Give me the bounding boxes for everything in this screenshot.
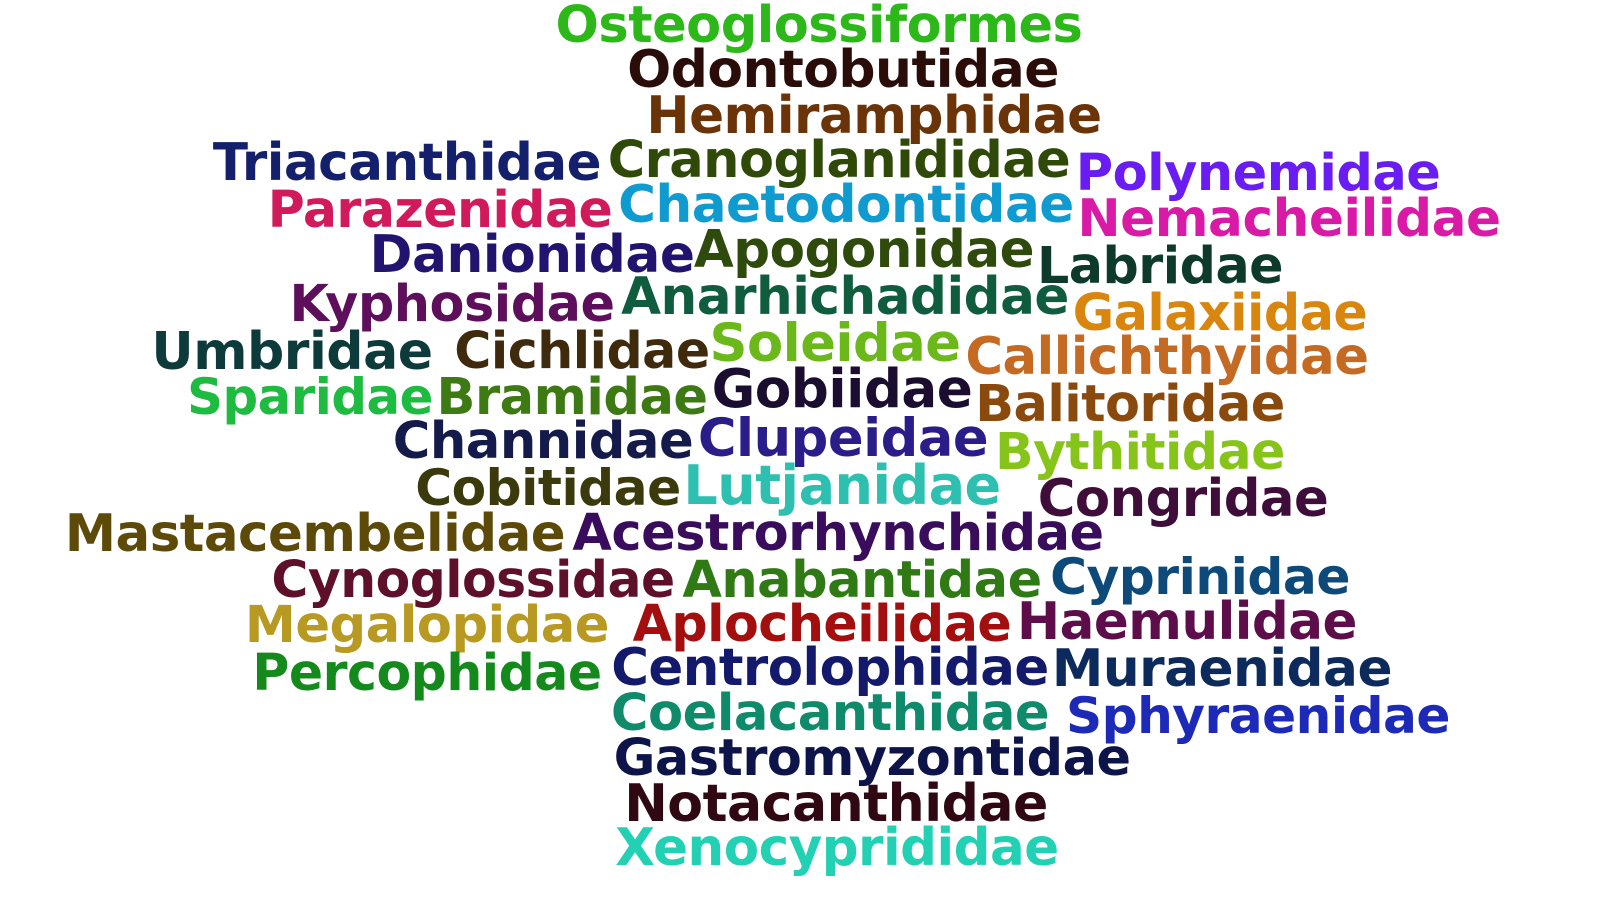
word-balitoridae: Balitoridae (975, 374, 1285, 434)
word-labridae: Labridae (1037, 235, 1284, 295)
word-mastacembelidae: Mastacembelidae (64, 504, 566, 565)
word-percophidae: Percophidae (252, 642, 602, 702)
word-notacanthidae: Notacanthidae (624, 774, 1048, 834)
word-congridae: Congridae (1037, 469, 1329, 530)
word-anabantidae: Anabantidae (682, 550, 1042, 610)
word-nemacheilidae: Nemacheilidae (1077, 189, 1501, 250)
word-acestrorhynchidae: Acestrorhynchidae (572, 503, 1104, 563)
word-umbridae: Umbridae (151, 322, 433, 382)
word-polynemidae: Polynemidae (1075, 143, 1441, 203)
word-coelacanthidae: Coelacanthidae (610, 683, 1050, 744)
word-centrolophidae: Centrolophidae (611, 638, 1049, 699)
word-callichthyidae: Callichthyidae (965, 327, 1369, 388)
word-channidae: Channidae (392, 411, 694, 472)
word-cranoglanididae: Cranoglanididae (607, 130, 1071, 190)
word-cobitidae: Cobitidae (415, 457, 681, 517)
word-gobiidae: Gobiidae (711, 358, 973, 421)
word-cynoglossidae: Cynoglossidae (271, 549, 675, 609)
word-hemiramphidae: Hemiramphidae (646, 86, 1102, 147)
word-parazenidae: Parazenidae (267, 179, 613, 239)
word-chaetodontidae: Chaetodontidae (618, 175, 1074, 236)
word-cyprinidae: Cyprinidae (1050, 546, 1350, 606)
word-galaxiidae: Galaxiidae (1072, 282, 1368, 342)
word-xenocyprididae: Xenocyprididae (615, 818, 1059, 879)
word-haemulidae: Haemulidae (1017, 592, 1357, 653)
word-gastromyzontidae: Gastromyzontidae (613, 728, 1131, 788)
word-megalopidae: Megalopidae (244, 595, 610, 656)
word-apogonidae: Apogonidae (693, 220, 1035, 281)
word-clupeidae: Clupeidae (697, 407, 989, 469)
word-sphyraenidae: Sphyraenidae (1066, 685, 1450, 745)
word-kyphosidae: Kyphosidae (289, 274, 616, 334)
word-muraenidae: Muraenidae (1051, 639, 1393, 700)
word-sparidae: Sparidae (187, 368, 433, 427)
word-danionidae: Danionidae (369, 225, 695, 286)
word-osteoglossiformes: Osteoglossiformes (555, 0, 1083, 55)
word-triacanthidae: Triacanthidae (212, 133, 602, 194)
word-bythitidae: Bythitidae (995, 421, 1285, 481)
word-lutjanidae: Lutjanidae (683, 454, 1001, 517)
word-anarhichadidae: Anarhichadidae (621, 267, 1069, 328)
word-soleidae: Soleidae (709, 312, 962, 374)
word-cichlidae: Cichlidae (454, 320, 710, 380)
word-odontobutidae: Odontobutidae (627, 40, 1059, 100)
word-bramidae: Bramidae (436, 367, 709, 427)
word-aplocheilidae: Aplocheilidae (632, 593, 1012, 653)
